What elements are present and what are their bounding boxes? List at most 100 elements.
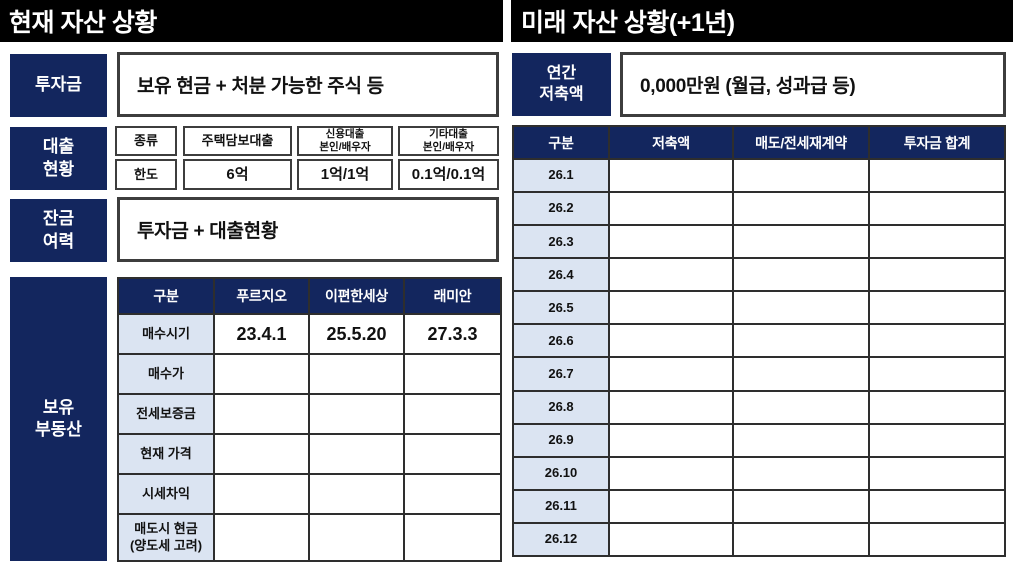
table-cell[interactable]: [608, 521, 734, 558]
table-cell[interactable]: [213, 513, 310, 562]
annual-savings-value-box[interactable]: 0,000만원 (월급, 성과급 등): [620, 52, 1006, 117]
table-row: 26.6: [512, 323, 1006, 359]
property-table-header-row: 구분 푸르지오 이편한세상 래미안: [117, 277, 502, 315]
table-cell[interactable]: [213, 353, 310, 395]
investment-label: 투자금: [10, 54, 107, 117]
table-row: 26.5: [512, 290, 1006, 326]
row-label: 26.4: [512, 257, 610, 293]
row-label: 26.10: [512, 455, 610, 491]
table-cell[interactable]: [608, 356, 734, 392]
credit-loan-name: 신용대출 본인/배우자: [297, 126, 393, 156]
column-header: 이편한세상: [308, 277, 405, 315]
table-cell[interactable]: [732, 521, 870, 558]
row-label: 26.1: [512, 157, 610, 194]
table-cell[interactable]: 27.3.3: [403, 313, 502, 355]
table-cell[interactable]: [608, 488, 734, 524]
table-cell[interactable]: [308, 433, 405, 475]
table-cell[interactable]: [308, 353, 405, 395]
row-label: 26.5: [512, 290, 610, 326]
table-cell[interactable]: [868, 488, 1006, 524]
table-cell[interactable]: [868, 224, 1006, 260]
table-cell[interactable]: [868, 521, 1006, 558]
column-header: 구분: [512, 125, 610, 160]
table-cell[interactable]: [732, 356, 870, 392]
table-cell[interactable]: [868, 290, 1006, 326]
property-table-body: 매수시기 23.4.1 25.5.20 27.3.3 매수가 전세보증금 현재 가격 시세차익…: [117, 313, 502, 562]
table-cell[interactable]: [308, 393, 405, 435]
column-header: 저축액: [608, 125, 734, 160]
table-cell[interactable]: [868, 157, 1006, 194]
row-label: 매수시기: [117, 313, 215, 355]
table-row: 전세보증금: [117, 393, 502, 435]
future-plan-table: 구분 저축액 매도/전세재계약 투자금 합계 26.1 26.2 26.3 26.4 26.5…: [512, 125, 1006, 558]
future-table-header-row: 구분 저축액 매도/전세재계약 투자금 합계: [512, 125, 1006, 160]
table-cell[interactable]: 25.5.20: [308, 313, 405, 355]
investment-value-box[interactable]: 보유 현금 + 처분 가능한 주식 등: [117, 52, 499, 117]
table-cell[interactable]: [608, 191, 734, 227]
table-cell[interactable]: [868, 389, 1006, 425]
table-cell[interactable]: [403, 353, 502, 395]
balance-capacity-value-box[interactable]: 투자금 + 대출현황: [117, 197, 499, 262]
table-cell[interactable]: [608, 290, 734, 326]
column-header: 래미안: [403, 277, 502, 315]
row-label: 26.9: [512, 422, 610, 458]
table-cell[interactable]: [732, 455, 870, 491]
other-loan-limit[interactable]: 0.1억/0.1억: [398, 159, 499, 190]
table-cell[interactable]: [608, 157, 734, 194]
table-cell[interactable]: [608, 224, 734, 260]
balance-capacity-label: 잔금 여력: [10, 199, 107, 262]
table-cell[interactable]: [608, 257, 734, 293]
current-assets-section-title: 현재 자산 상황: [0, 0, 503, 42]
table-cell[interactable]: [403, 513, 502, 562]
table-cell[interactable]: [213, 473, 310, 515]
other-loan-name: 기타대출 본인/배우자: [398, 126, 499, 156]
table-row: 26.7: [512, 356, 1006, 392]
table-cell[interactable]: [608, 389, 734, 425]
table-row: 현재 가격: [117, 433, 502, 475]
table-row: 26.4: [512, 257, 1006, 293]
mortgage-loan-limit[interactable]: 6억: [183, 159, 292, 190]
row-label: 매수가: [117, 353, 215, 395]
table-cell[interactable]: [213, 393, 310, 435]
table-cell[interactable]: [868, 356, 1006, 392]
credit-loan-limit[interactable]: 1억/1억: [297, 159, 393, 190]
column-header: 투자금 합계: [868, 125, 1006, 160]
row-label: 26.7: [512, 356, 610, 392]
table-cell[interactable]: [868, 422, 1006, 458]
table-row: 매수시기 23.4.1 25.5.20 27.3.3: [117, 313, 502, 355]
table-cell[interactable]: [732, 422, 870, 458]
table-cell[interactable]: [403, 473, 502, 515]
table-row: 매도시 현금 (양도세 고려): [117, 513, 502, 562]
table-cell[interactable]: [868, 323, 1006, 359]
future-table-body: 26.1 26.2 26.3 26.4 26.5 26.6 26.7 26.8 26.9 26.1…: [512, 157, 1006, 558]
table-cell[interactable]: [732, 488, 870, 524]
table-cell[interactable]: [868, 257, 1006, 293]
table-cell[interactable]: [732, 191, 870, 227]
row-label: 26.6: [512, 323, 610, 359]
table-cell[interactable]: [403, 393, 502, 435]
table-cell[interactable]: [403, 433, 502, 475]
table-row: 26.12: [512, 521, 1006, 558]
table-cell[interactable]: [732, 323, 870, 359]
row-label: 26.3: [512, 224, 610, 260]
table-cell[interactable]: [732, 224, 870, 260]
table-cell[interactable]: [308, 513, 405, 562]
table-cell[interactable]: [608, 422, 734, 458]
table-row: 시세차익: [117, 473, 502, 515]
table-cell[interactable]: 23.4.1: [213, 313, 310, 355]
table-cell[interactable]: [732, 389, 870, 425]
table-cell[interactable]: [732, 157, 870, 194]
table-cell[interactable]: [732, 290, 870, 326]
table-cell[interactable]: [608, 323, 734, 359]
table-cell[interactable]: [868, 191, 1006, 227]
loan-limit-header: 한도: [115, 159, 177, 190]
table-cell[interactable]: [732, 257, 870, 293]
row-label: 전세보증금: [117, 393, 215, 435]
table-cell[interactable]: [608, 455, 734, 491]
owned-realestate-label: 보유 부동산: [10, 277, 107, 561]
table-cell[interactable]: [308, 473, 405, 515]
table-cell[interactable]: [213, 433, 310, 475]
table-cell[interactable]: [868, 455, 1006, 491]
annual-savings-label: 연간 저축액: [512, 53, 611, 116]
